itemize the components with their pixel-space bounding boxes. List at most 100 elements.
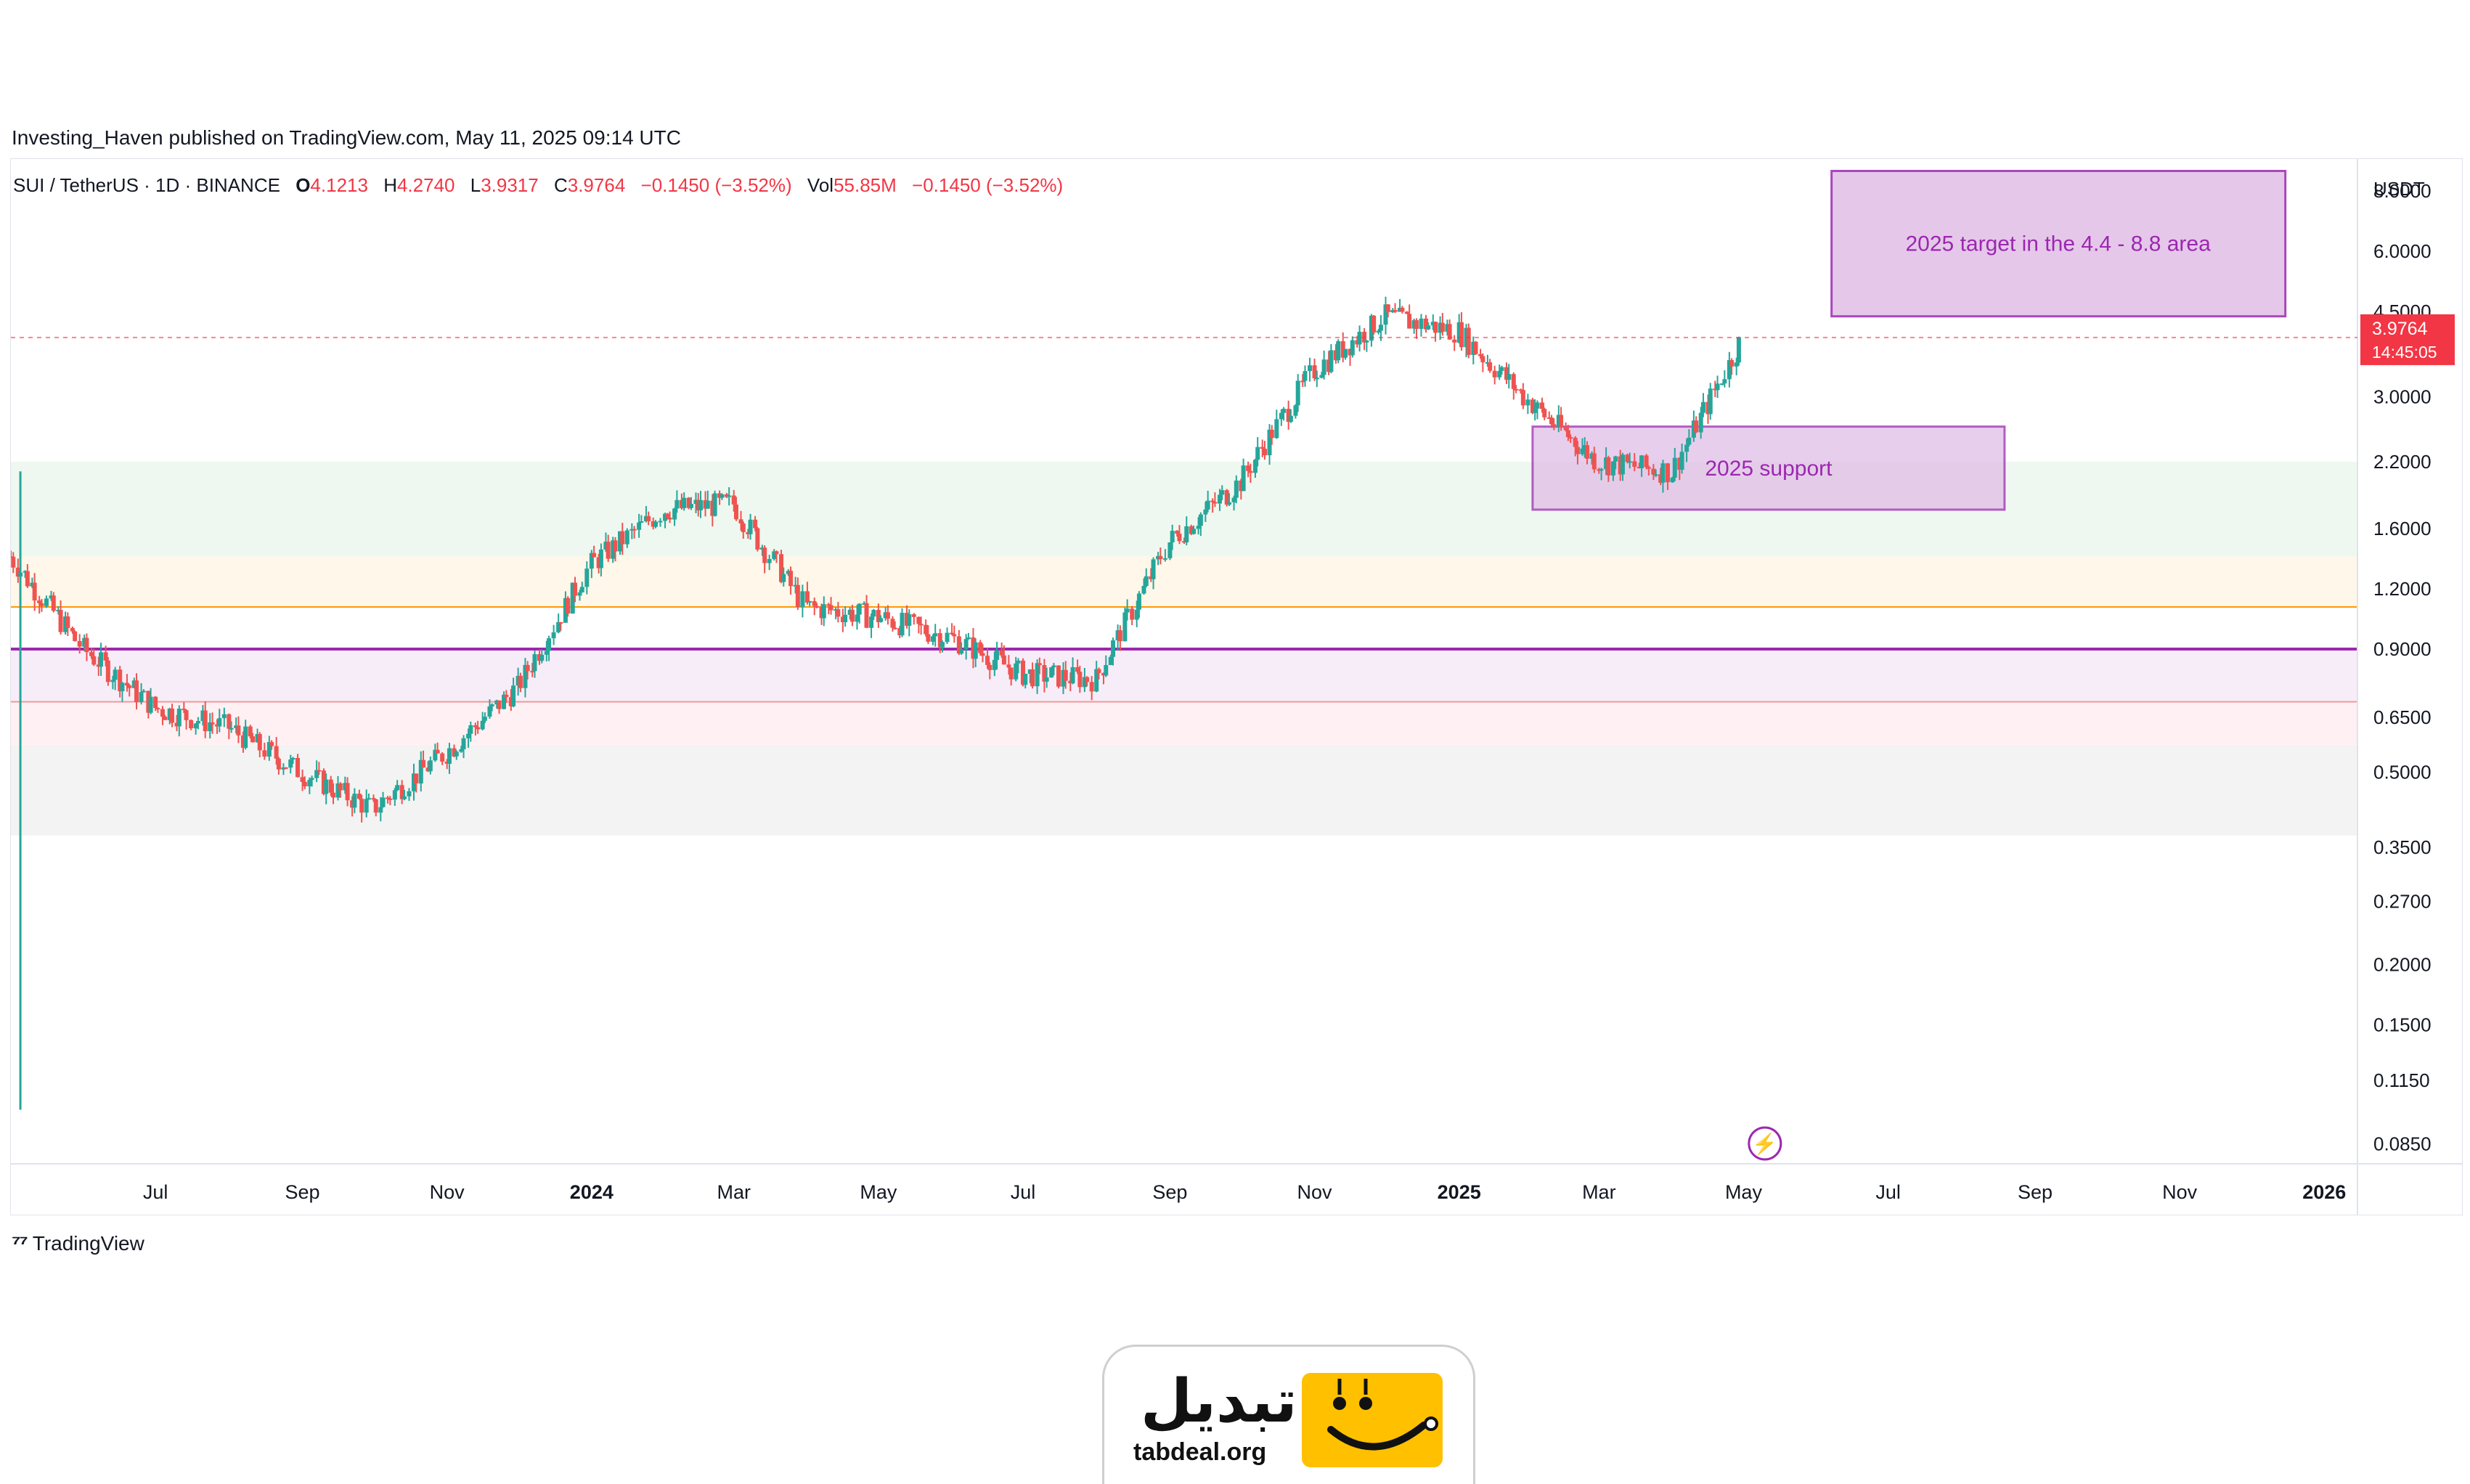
candle-body <box>1722 379 1727 384</box>
candle-body <box>82 637 87 647</box>
candle-body <box>624 530 629 545</box>
symbol-name[interactable]: SUI / TetherUS · 1D · BINANCE <box>13 174 280 196</box>
candle-body <box>356 794 362 799</box>
candle-body <box>153 696 158 709</box>
candle-body <box>1546 417 1552 419</box>
candle-body <box>502 694 507 709</box>
candle-body <box>1518 389 1523 391</box>
candle-body <box>1115 630 1120 640</box>
candle-body <box>288 759 293 768</box>
candle-body <box>952 634 957 637</box>
candle-body <box>1149 576 1154 579</box>
candle-body <box>1563 427 1568 431</box>
candle-body <box>717 493 722 498</box>
candle-body <box>828 605 833 611</box>
chart-canvas[interactable]: USDT8.00006.00004.50003.00002.20001.6000… <box>11 159 2462 1215</box>
candle-body <box>1096 669 1101 674</box>
candle-body <box>1293 405 1298 416</box>
candle-body <box>1014 663 1019 680</box>
candle-body <box>1687 437 1692 445</box>
time-axis-label: May <box>1725 1181 1763 1203</box>
current-price-box[interactable] <box>2360 314 2455 365</box>
candle-body <box>1530 399 1535 413</box>
time-axis-label: Sep <box>2018 1181 2053 1203</box>
candle-body <box>444 762 449 765</box>
time-axis-label: Nov <box>2162 1181 2198 1203</box>
candle-body <box>1196 526 1201 529</box>
candle-body <box>276 758 281 770</box>
candle-body <box>864 603 869 628</box>
price-zone <box>11 701 2357 745</box>
candle-body <box>70 627 75 632</box>
candle-body <box>1507 374 1512 380</box>
candle-body <box>1478 354 1483 356</box>
candle-body <box>1355 340 1360 345</box>
chart-panel[interactable]: USDT 8.0000 6.0000 4.5000 3.0000 2.2000 1.6000… <box>10 158 2463 1215</box>
candle-body <box>118 669 123 692</box>
candle-body <box>897 628 902 636</box>
candle-body <box>1336 341 1341 361</box>
candle-body <box>1637 466 1642 468</box>
candle-body <box>215 724 220 727</box>
candle-body <box>281 767 286 770</box>
candle-body <box>482 717 487 721</box>
candle-body <box>905 613 910 626</box>
candle-body <box>992 659 997 670</box>
candle-body <box>703 500 708 509</box>
price-axis-label: 0.2000 <box>2373 953 2432 975</box>
lightning-icon[interactable] <box>1748 1126 1782 1161</box>
candle-body <box>335 783 341 798</box>
vol-change-value: −0.1450 (−3.52%) <box>912 174 1064 196</box>
candle-body <box>1708 388 1713 415</box>
candle-body <box>1241 465 1246 492</box>
candle-body <box>1134 609 1139 620</box>
candle-body <box>39 603 44 606</box>
candle-body <box>1639 455 1644 468</box>
candle-body <box>1035 663 1040 687</box>
candle-body <box>795 584 800 608</box>
candle-body <box>1068 680 1073 684</box>
candle-body <box>1342 348 1348 358</box>
candle-body <box>1407 314 1412 329</box>
candle-body <box>1430 322 1435 326</box>
candle-body <box>338 783 343 791</box>
tradingview-logo[interactable]: ⁷⁷ TradingView <box>12 1231 144 1256</box>
candle-body <box>58 610 63 632</box>
candle-body <box>489 704 494 706</box>
candle-body <box>1158 555 1163 560</box>
candle-body <box>658 521 663 523</box>
candle-body <box>73 631 78 641</box>
candle-body <box>203 710 208 732</box>
candle-body <box>1459 322 1464 348</box>
candle-body <box>269 741 274 746</box>
candle-body <box>847 609 852 615</box>
candle-body <box>1511 374 1516 389</box>
candle-body <box>833 609 839 611</box>
candle-body <box>51 595 56 611</box>
candle-body <box>1582 445 1587 449</box>
candle-body <box>195 721 200 724</box>
candle-body <box>32 582 37 601</box>
candle-body <box>532 654 537 672</box>
vol-value: 55.85M <box>833 174 897 196</box>
candle-body <box>686 497 691 508</box>
candle-body <box>1644 455 1649 468</box>
candle-body <box>1568 437 1573 439</box>
candle-body <box>386 797 391 799</box>
candle-body <box>395 785 400 791</box>
candle-body <box>113 669 118 680</box>
candle-body <box>710 500 715 516</box>
target-zone-box[interactable] <box>1830 169 2287 318</box>
candle-body <box>124 682 129 686</box>
candle-body <box>134 680 139 702</box>
candle-body <box>56 610 61 612</box>
candle-body <box>227 714 232 729</box>
support-zone-label: 2025 support <box>1705 457 1833 481</box>
time-axis-label: Sep <box>1152 1181 1187 1203</box>
candle-body <box>1456 322 1462 343</box>
candle-body <box>77 640 82 647</box>
currency-label[interactable]: USDT <box>2373 178 2425 200</box>
candle-body <box>629 529 635 531</box>
candle-body <box>1021 660 1026 685</box>
candle-body <box>1205 500 1210 510</box>
